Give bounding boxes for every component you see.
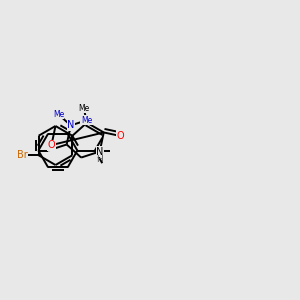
Text: Me: Me <box>78 104 89 113</box>
Text: N: N <box>67 120 74 130</box>
Text: Br: Br <box>17 150 27 160</box>
Text: O: O <box>48 140 55 150</box>
Text: H: H <box>96 154 103 164</box>
Text: Me: Me <box>81 116 92 125</box>
Text: O: O <box>116 131 124 141</box>
Text: N: N <box>96 146 103 157</box>
Text: Me: Me <box>53 110 64 119</box>
